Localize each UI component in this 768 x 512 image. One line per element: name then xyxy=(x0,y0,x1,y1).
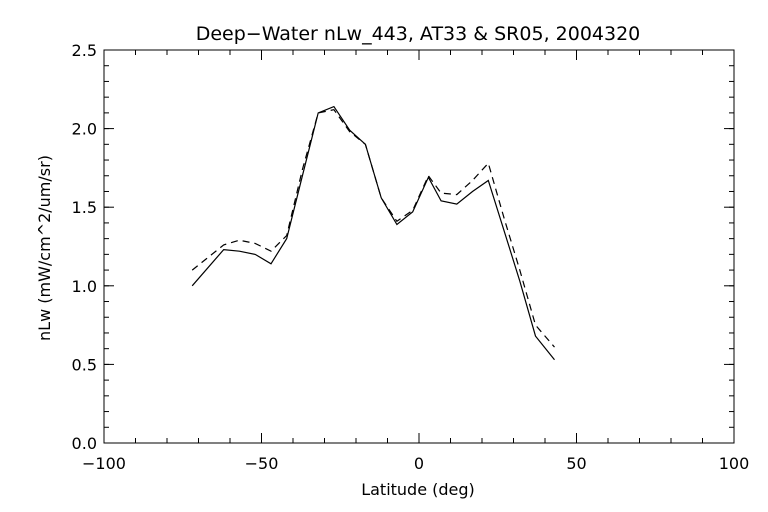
series-layer xyxy=(191,105,555,361)
x-tick-label: 0 xyxy=(414,454,424,473)
x-axis-ticks: −100 −50 0 50 100 xyxy=(82,50,749,473)
minor-ticks xyxy=(103,49,735,444)
y-tick-label: 2.0 xyxy=(72,120,97,139)
y-tick-label: 0.5 xyxy=(72,355,97,374)
plot-frame xyxy=(103,49,735,444)
series-line-solid xyxy=(191,105,555,361)
y-tick-label: 1.0 xyxy=(72,277,97,296)
plot-area-border xyxy=(103,49,735,444)
x-tick-label: 50 xyxy=(566,454,586,473)
y-tick-label: 1.5 xyxy=(72,198,97,217)
x-tick-label: −100 xyxy=(82,454,126,473)
x-axis-label: Latitude (deg) xyxy=(361,480,475,499)
series-line-dashed xyxy=(191,109,555,348)
chart-title: Deep−Water nLw_443, AT33 & SR05, 2004320 xyxy=(196,23,641,45)
y-axis-ticks: 0.0 0.5 1.0 1.5 2.0 2.5 xyxy=(72,41,734,453)
x-tick-label: 100 xyxy=(719,454,750,473)
y-axis-label: nLw (mW/cm^2/um/sr) xyxy=(35,155,54,341)
y-tick-label: 2.5 xyxy=(72,41,97,60)
y-tick-label: 0.0 xyxy=(72,434,97,453)
x-tick-label: −50 xyxy=(245,454,279,473)
